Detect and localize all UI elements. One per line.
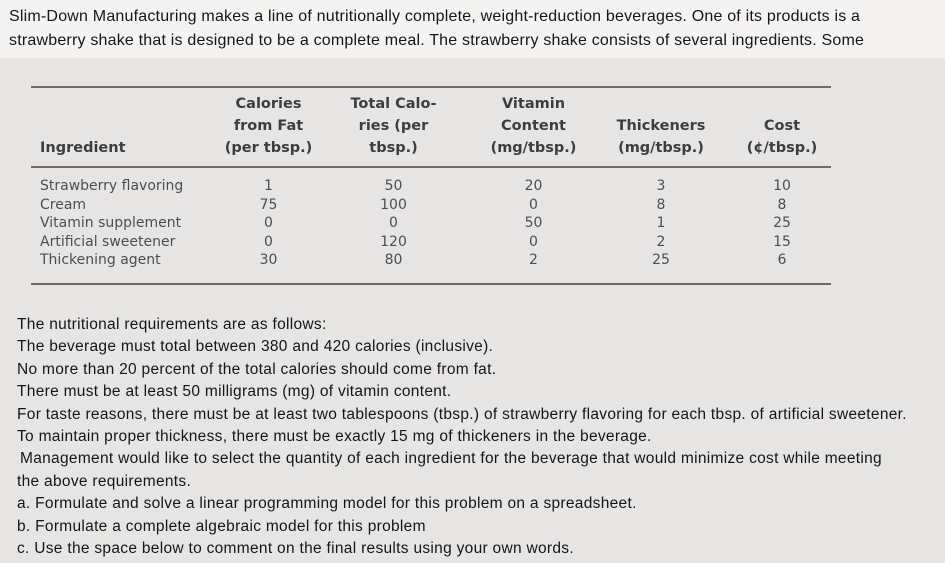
col-header-cost: Cost (¢/tbsp.): [721, 87, 831, 168]
cell-calories-from-fat: 30: [259, 252, 278, 269]
cell-cost: 25: [773, 215, 791, 232]
col-header-line: Content: [501, 118, 566, 134]
cell-total-calories: 50: [384, 178, 403, 194]
cell-ingredient: Thickening agent: [40, 252, 161, 269]
intro-line: strawberry shake that is designed to be …: [9, 31, 865, 49]
requirement-line: the above requirements.: [17, 472, 192, 490]
task-item-c: c. Use the space below to comment on the…: [17, 540, 574, 558]
col-header-line: Vitamin: [501, 96, 566, 112]
cell-vitamin-content: 0: [529, 233, 538, 250]
cell-thickeners: 25: [652, 252, 670, 269]
cell-calories-from-fat: 75: [259, 196, 278, 213]
cell-total-calories: 0: [389, 215, 398, 232]
col-header-line: Total Calo-: [350, 96, 437, 112]
col-header-line: (¢/tbsp.): [746, 140, 818, 156]
col-header-line: (mg/tbsp.): [618, 140, 704, 156]
requirements-block: The nutritional requirements are as foll…: [17, 314, 945, 560]
cell-total-calories: 80: [384, 252, 403, 269]
col-header-total-calories: Total Calo- ries (per tbsp.): [321, 87, 466, 168]
col-header-ingredient: Ingredient: [31, 87, 216, 168]
intro-paragraph: Slim-Down Manufacturing makes a line of …: [9, 5, 939, 52]
col-header-line: from Fat: [233, 118, 304, 134]
cell-ingredient: Artificial sweetener: [40, 233, 176, 250]
cell-ingredient: Strawberry flavoring: [40, 178, 184, 194]
cell-cost: 6: [777, 252, 787, 269]
cell-cost: 15: [773, 233, 791, 250]
requirement-line: To maintain proper thickness, there must…: [17, 428, 652, 446]
col-header-line: Cost: [763, 118, 801, 134]
cell-vitamin-content: 20: [524, 178, 543, 194]
table-header: Ingredient Calories from Fat (per tbsp.)…: [31, 87, 831, 168]
table-row: Strawberry flavoring 1 50 20 3 10: [31, 167, 831, 196]
col-header-line: Ingredient: [40, 140, 126, 156]
cell-total-calories: 120: [380, 233, 407, 250]
cell-calories-from-fat: 0: [264, 215, 273, 232]
col-header-line: (per tbsp.): [224, 140, 313, 156]
cell-total-calories: 100: [380, 196, 407, 213]
requirement-line: For taste reasons, there must be at leas…: [17, 405, 907, 423]
cell-thickeners: 8: [656, 196, 666, 213]
table-row: Thickening agent 30 80 2 25 6: [31, 251, 831, 284]
ingredient-table: Ingredient Calories from Fat (per tbsp.)…: [31, 86, 831, 285]
cell-calories-from-fat: 0: [264, 233, 273, 250]
requirements-intro-line: The nutritional requirements are as foll…: [17, 316, 327, 333]
requirement-line: Management would like to select the quan…: [20, 450, 882, 468]
table-body: Strawberry flavoring 1 50 20 3 10 Cream …: [31, 167, 831, 284]
cell-vitamin-content: 50: [524, 215, 543, 232]
table-row: Vitamin supplement 0 0 50 1 25: [31, 214, 831, 233]
col-header-line: (mg/tbsp.): [490, 140, 577, 156]
cell-ingredient: Vitamin supplement: [40, 215, 182, 232]
col-header-line: Calories: [235, 96, 302, 112]
task-item-b: b. Formulate a complete algebraic model …: [17, 517, 426, 535]
table-row: Cream 75 100 0 8 8: [31, 196, 831, 215]
table-header-row: Ingredient Calories from Fat (per tbsp.)…: [31, 87, 831, 168]
cell-calories-from-fat: 1: [264, 178, 273, 194]
cell-vitamin-content: 2: [529, 252, 538, 269]
intro-line: Slim-Down Manufacturing makes a line of …: [9, 8, 861, 25]
task-item-a: a. Formulate and solve a linear programm…: [17, 495, 637, 513]
requirement-line: There must be at least 50 milligrams (mg…: [17, 383, 452, 401]
col-header-vitamin-content: Vitamin Content (mg/tbsp.): [466, 87, 601, 168]
table-row: Artificial sweetener 0 120 0 2 15: [31, 233, 831, 252]
col-header-line: ries (per: [358, 118, 429, 134]
col-header-calories-from-fat: Calories from Fat (per tbsp.): [216, 87, 321, 168]
cell-vitamin-content: 0: [529, 196, 538, 213]
cell-ingredient: Cream: [40, 196, 87, 213]
cell-thickeners: 3: [656, 178, 666, 194]
col-header-thickeners: Thickeners (mg/tbsp.): [601, 87, 721, 168]
requirement-line: The beverage must total between 380 and …: [17, 338, 494, 356]
col-header-line: tbsp.): [369, 140, 418, 156]
requirement-line: No more than 20 percent of the total cal…: [17, 360, 497, 378]
cell-thickeners: 1: [656, 215, 666, 232]
cell-thickeners: 2: [656, 233, 666, 250]
col-header-line: Thickeners: [616, 118, 706, 134]
cell-cost: 8: [777, 196, 787, 213]
cell-cost: 10: [773, 178, 791, 194]
